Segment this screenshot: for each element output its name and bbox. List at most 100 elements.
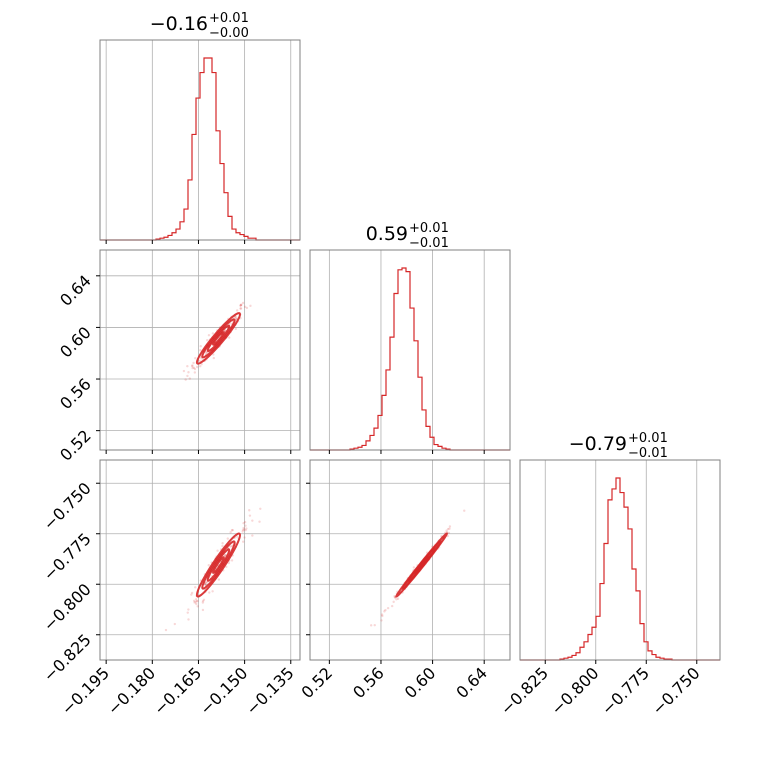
xtick-label-1-1: 0.56 <box>349 663 388 702</box>
sample-point <box>190 591 194 595</box>
sample-point <box>193 601 196 604</box>
xtick-label-0-1: −0.180 <box>104 663 159 718</box>
sample-point <box>187 608 190 611</box>
sample-point <box>235 535 239 538</box>
title-param-0-plus: +0.01 <box>209 11 249 26</box>
sample-point <box>380 619 383 622</box>
contour-level-1 <box>407 548 436 582</box>
sample-point <box>240 303 243 307</box>
sample-point <box>243 305 247 309</box>
sample-point <box>188 377 192 380</box>
sample-point <box>206 339 209 342</box>
sample-point <box>226 537 229 540</box>
ytick-label-2-2: −0.775 <box>40 529 95 584</box>
sample-point <box>373 623 376 627</box>
sample-point <box>202 598 206 601</box>
sample-point <box>195 599 198 603</box>
xtick-label-2-0: −0.825 <box>497 663 552 718</box>
sample-point <box>194 586 197 589</box>
sample-point <box>447 531 451 535</box>
sample-point <box>229 531 232 534</box>
xtick-label-2-3: −0.750 <box>648 663 703 718</box>
histogram-1 <box>310 267 510 451</box>
xtick-label-2-2: −0.775 <box>598 663 653 718</box>
sample-point <box>242 526 245 530</box>
sample-point <box>448 525 452 528</box>
sample-point <box>207 564 210 567</box>
sample-point <box>195 365 199 369</box>
xtick-label-2-1: −0.800 <box>547 663 602 718</box>
sample-point <box>241 530 244 533</box>
contour-level-0 <box>212 556 225 574</box>
sample-point <box>233 316 237 319</box>
sample-point <box>448 527 451 530</box>
panel-frame-1-0 <box>99 249 301 451</box>
sample-point <box>396 597 400 600</box>
sample-point <box>369 624 373 627</box>
sample-point <box>184 378 187 381</box>
sample-point <box>212 356 215 360</box>
sample-point <box>249 304 252 308</box>
sample-point <box>173 622 177 626</box>
sample-point <box>412 566 416 569</box>
sample-point <box>199 365 202 368</box>
ytick-label-1-2: 0.60 <box>56 323 95 362</box>
xtick-label-1-2: 0.60 <box>401 663 440 702</box>
sample-point <box>223 553 227 557</box>
sample-point <box>242 540 245 543</box>
sample-point <box>244 524 247 527</box>
sample-point <box>241 301 245 305</box>
title-param-1-plus: +0.01 <box>409 221 449 236</box>
sample-point <box>251 519 254 522</box>
panel-frame-2-0 <box>99 459 301 661</box>
sample-point <box>221 542 224 545</box>
sample-point <box>201 601 205 604</box>
contour-level-1 <box>206 548 231 582</box>
sample-point <box>251 534 254 537</box>
histogram-0 <box>100 57 300 241</box>
sample-point <box>196 605 199 608</box>
title-param-2-plus: +0.01 <box>628 431 668 446</box>
sample-point <box>259 507 262 510</box>
xtick-label-1-0: 0.52 <box>298 663 337 702</box>
sample-point <box>227 561 231 565</box>
sample-point <box>395 598 398 601</box>
sample-point <box>239 304 242 307</box>
sample-point <box>201 608 205 612</box>
sample-point <box>196 600 199 603</box>
sample-point <box>194 601 197 604</box>
sample-point <box>383 610 386 613</box>
panel-frame-2-2 <box>519 459 721 661</box>
sample-point <box>243 536 246 539</box>
sample-point <box>192 366 196 370</box>
sample-point <box>230 529 234 532</box>
sample-point <box>231 528 234 532</box>
panel-frame-0-0 <box>99 39 301 241</box>
contour-level-0 <box>212 331 225 346</box>
sample-point <box>203 583 207 586</box>
sample-point <box>393 595 396 598</box>
sample-point <box>445 529 448 532</box>
contour-level-3 <box>395 532 448 598</box>
sample-point <box>239 304 242 307</box>
sample-point <box>242 521 245 525</box>
sample-point <box>182 369 186 373</box>
contour-level-3 <box>195 312 241 365</box>
sample-point <box>204 581 207 585</box>
sample-point <box>239 307 242 310</box>
sample-point <box>199 349 202 352</box>
sample-point <box>235 309 239 312</box>
sample-point <box>190 593 193 596</box>
sample-point <box>186 611 189 614</box>
sample-point <box>194 598 198 601</box>
title-param-2-minus: −0.01 <box>628 446 668 461</box>
contour-level-2 <box>201 318 236 359</box>
sample-point <box>243 520 247 524</box>
sample-point <box>235 316 238 319</box>
sample-point <box>241 528 245 532</box>
ytick-label-1-1: 0.56 <box>56 374 95 413</box>
sample-point <box>193 371 197 374</box>
sample-point <box>245 527 248 530</box>
panel-frame-1-1 <box>309 249 511 451</box>
